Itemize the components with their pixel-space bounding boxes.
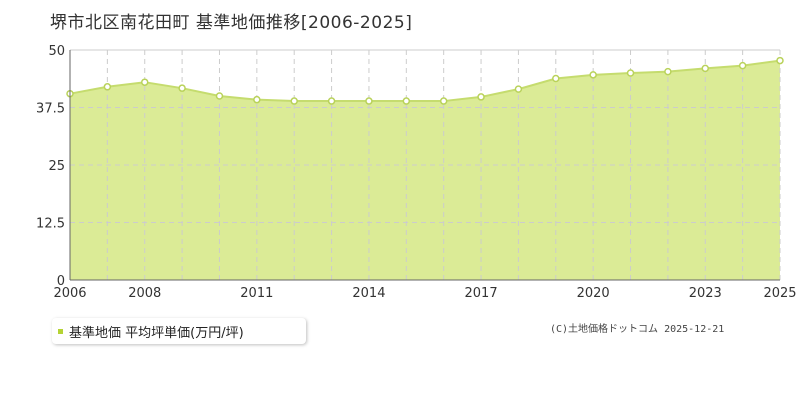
x-tick-label: 2006 — [53, 286, 86, 301]
data-point — [589, 71, 597, 79]
data-point — [402, 97, 411, 105]
data-point — [178, 84, 186, 92]
data-point — [439, 97, 448, 105]
data-point — [664, 67, 672, 76]
chart-title: 堺市北区南花田町 基準地価推移[2006-2025] — [50, 13, 413, 33]
y-tick-label: 37.5 — [36, 102, 65, 117]
y-tick-label: 12.5 — [36, 217, 65, 232]
x-tick-label: 2020 — [577, 286, 610, 301]
series-line — [69, 59, 781, 103]
data-point — [103, 83, 112, 91]
data-point — [215, 92, 224, 100]
data-point — [701, 64, 710, 73]
legend: 基準地価 平均坪単価(万円/坪) — [52, 318, 306, 344]
data-point — [626, 69, 635, 77]
data-point — [253, 95, 261, 104]
y-tick-label: 0 — [57, 274, 65, 289]
data-point — [552, 74, 560, 83]
x-tick-label: 2025 — [763, 286, 796, 301]
data-point — [477, 93, 485, 101]
x-tick-labels: 2006 2008 2011 2014 2017 2020 2023 2025 — [53, 286, 796, 301]
x-tick-label: 2023 — [689, 286, 722, 301]
series-area — [70, 60, 780, 280]
x-tick-label: 2011 — [240, 286, 273, 301]
copyright: (C)土地価格ドットコム 2025-12-21 — [550, 324, 725, 335]
data-point — [514, 85, 523, 93]
y-tick-label: 25 — [48, 159, 65, 174]
y-tick-label: 50 — [48, 44, 65, 59]
data-point — [738, 61, 747, 70]
grid-lines — [69, 49, 781, 281]
legend-swatch — [58, 328, 63, 334]
x-tick-label: 2017 — [465, 286, 498, 301]
legend-label: 基準地価 平均坪単価(万円/坪) — [69, 325, 244, 341]
data-point — [290, 97, 298, 105]
data-point — [140, 78, 149, 86]
x-tick-label: 2014 — [352, 286, 385, 301]
data-point — [776, 56, 784, 65]
y-tick-labels: 0 12.5 25 37.5 50 — [36, 44, 65, 289]
x-tick-label: 2008 — [128, 286, 161, 301]
data-point — [365, 97, 373, 105]
data-point — [327, 97, 336, 105]
